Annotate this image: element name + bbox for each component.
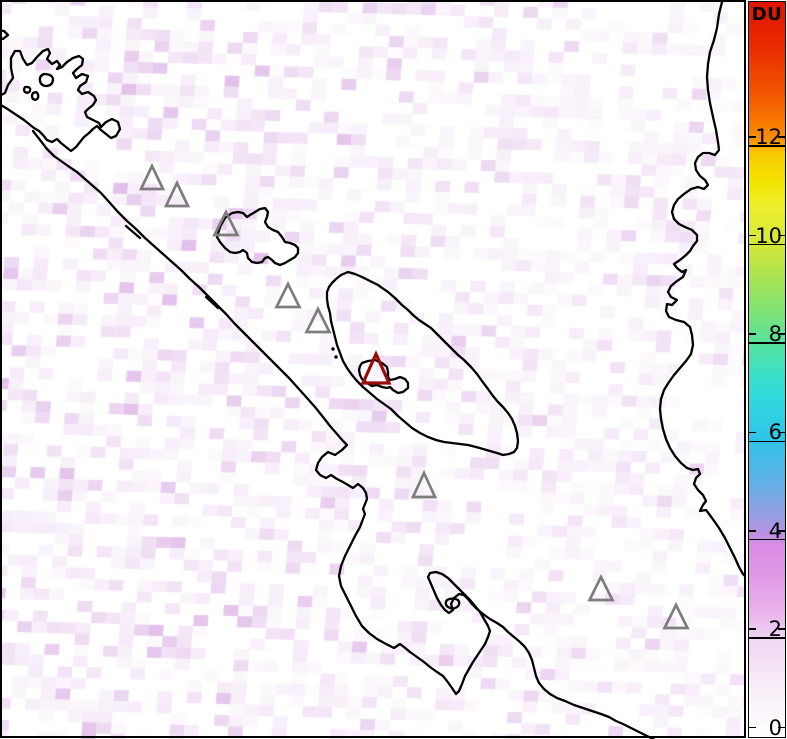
coast-estuary-dash: [204, 295, 220, 310]
volcano-marker-icon: [662, 601, 690, 630]
colorbar-tick-mark: [778, 529, 785, 532]
colorbar-level-line: [749, 440, 785, 443]
colorbar-tick-label: 4: [768, 518, 782, 543]
colorbar-unit-label: DU: [751, 3, 783, 25]
gulf-inlet-coastline: [0, 47, 122, 153]
island-coastline: [38, 72, 55, 88]
map-panel: [0, 0, 746, 739]
colorbar-tick-mark: [749, 529, 756, 532]
lake-nicaragua-shoreline: [325, 270, 520, 457]
island-coastline: [30, 90, 40, 101]
lake-islet-dot: [334, 355, 338, 359]
volcano-markers-group: [138, 162, 690, 630]
colorbar-level-line: [749, 145, 785, 147]
map-overlay-svg: [0, 0, 746, 739]
colorbar-tick-label: 6: [768, 420, 782, 445]
volcano-marker-icon: [163, 179, 191, 208]
colorbar-tick-mark: [778, 628, 785, 630]
retrieval-noise-canvas: [0, 0, 746, 739]
active-volcano-marker-icon: [360, 350, 392, 385]
colorbar-tick-label: 0: [768, 715, 782, 739]
colorbar-tick-mark: [778, 333, 785, 335]
colorbar-tick-mark: [778, 431, 785, 434]
colorbar-tick-mark: [749, 431, 756, 434]
lake-managua-shoreline: [215, 206, 300, 267]
colorbar-gradient: [749, 1, 785, 737]
colorbar-tick-label: 8: [768, 321, 782, 346]
edge-coast-stub: [0, 29, 10, 41]
colorbar: DU 12 10 8 6 4 2 0: [748, 0, 786, 739]
colorbar-tick-label: 12: [755, 125, 782, 150]
colorbar-tick-mark: [749, 726, 756, 729]
colorbar-level-line: [749, 243, 785, 246]
volcano-marker-icon: [587, 573, 615, 602]
volcano-marker-icon: [410, 469, 438, 499]
colorbar-tick-mark: [749, 234, 756, 237]
colorbar-tick-mark: [749, 333, 756, 335]
volcano-marker-icon: [212, 208, 240, 237]
bay-islet-coastline: [444, 597, 461, 610]
colorbar-level-line: [749, 538, 785, 541]
colorbar-tick-mark: [778, 234, 785, 237]
volcano-marker-icon: [138, 162, 166, 191]
map-frame: [0, 0, 746, 738]
colorbar-tick-label: 10: [755, 223, 782, 248]
island-coastline: [22, 85, 32, 94]
lake-islet-dot: [331, 347, 335, 351]
colorbar-tick-mark: [778, 136, 785, 138]
colorbar-tick-mark: [778, 726, 785, 729]
colorbar-level-line: [749, 637, 785, 639]
coastlines-group: [0, 0, 746, 739]
colorbar-tick-mark: [749, 136, 756, 138]
colorbar-tick-label: 2: [768, 617, 782, 642]
islet-dots-group: [331, 347, 338, 359]
pacific-coastline: [31, 129, 656, 739]
volcano-marker-icon: [304, 305, 332, 334]
caribbean-coastline: [658, 0, 746, 579]
coast-estuary-dash: [124, 224, 142, 240]
colorbar-tick-mark: [749, 628, 756, 630]
volcano-marker-icon: [274, 280, 302, 309]
colorbar-level-line: [749, 342, 785, 344]
